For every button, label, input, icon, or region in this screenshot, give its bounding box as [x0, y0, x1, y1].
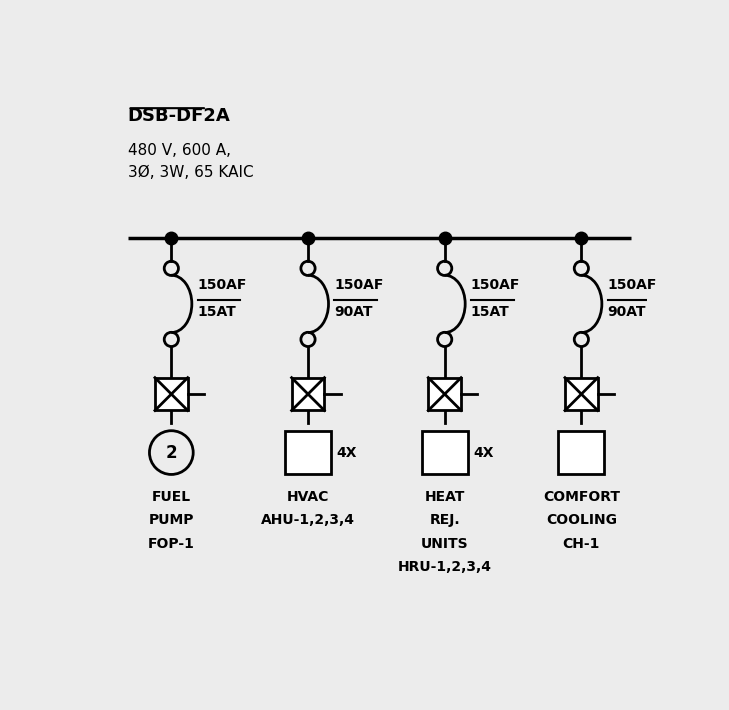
Text: HVAC: HVAC [286, 490, 330, 504]
Text: DSB-DF2A: DSB-DF2A [128, 107, 230, 125]
Bar [428, 378, 461, 410]
Bar [155, 378, 188, 410]
Text: 4X: 4X [337, 446, 357, 459]
Text: 150AF: 150AF [471, 278, 521, 292]
Text: 150AF: 150AF [607, 278, 657, 292]
Text: REJ.: REJ. [429, 513, 460, 528]
Text: 15AT: 15AT [198, 305, 236, 319]
Text: PUMP: PUMP [149, 513, 194, 528]
Text: COMFORT: COMFORT [543, 490, 620, 504]
Text: 2: 2 [165, 444, 177, 462]
Text: 4X: 4X [473, 446, 494, 459]
Text: HEAT: HEAT [424, 490, 465, 504]
Text: FUEL: FUEL [152, 490, 191, 504]
Text: 90AT: 90AT [607, 305, 646, 319]
Text: HRU-1,2,3,4: HRU-1,2,3,4 [398, 560, 491, 574]
Bar [292, 378, 324, 410]
Text: 480 V, 600 A,
3Ø, 3W, 65 KAIC: 480 V, 600 A, 3Ø, 3W, 65 KAIC [128, 143, 253, 180]
Text: CH-1: CH-1 [563, 537, 600, 551]
Bar [565, 378, 598, 410]
Text: 90AT: 90AT [335, 305, 373, 319]
Text: 15AT: 15AT [471, 305, 510, 319]
Text: COOLING: COOLING [546, 513, 617, 528]
Bar [421, 431, 467, 474]
Text: AHU-1,2,3,4: AHU-1,2,3,4 [261, 513, 355, 528]
Bar [285, 431, 331, 474]
Text: FOP-1: FOP-1 [148, 537, 195, 551]
Bar [558, 431, 604, 474]
Text: UNITS: UNITS [421, 537, 469, 551]
Text: 150AF: 150AF [198, 278, 247, 292]
Text: 150AF: 150AF [335, 278, 383, 292]
